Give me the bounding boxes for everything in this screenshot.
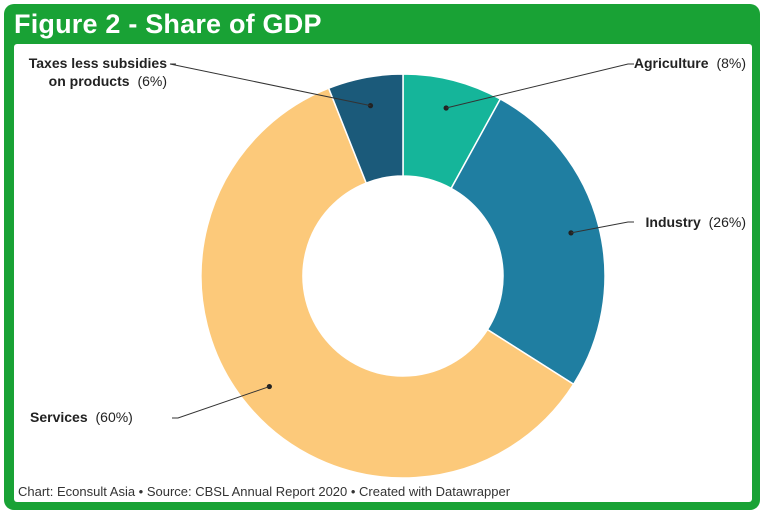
label-services: Services (60%) bbox=[30, 409, 133, 425]
label-taxes: Taxes less subsidies bbox=[29, 55, 167, 71]
leader-line-taxes bbox=[169, 63, 371, 107]
label-taxes-name-line1: Taxes less subsidies bbox=[29, 55, 167, 71]
label-services-pct: (60%) bbox=[96, 409, 133, 425]
label-taxes-pct: (6%) bbox=[137, 73, 167, 89]
label-taxes-name-line2: on products bbox=[49, 73, 130, 89]
label-agriculture: Agriculture (8%) bbox=[634, 55, 746, 71]
slice-services bbox=[200, 87, 575, 479]
label-industry-name: Industry bbox=[646, 214, 701, 230]
chart-footer: Chart: Econsult Asia • Source: CBSL Annu… bbox=[18, 484, 511, 499]
label-taxes-line2: on products (6%) bbox=[49, 73, 167, 89]
leader-line-agriculture bbox=[446, 63, 634, 109]
label-agriculture-pct: (8%) bbox=[716, 55, 746, 71]
slice-industry bbox=[450, 97, 606, 386]
leader-line-industry bbox=[570, 221, 634, 234]
leader-line-services bbox=[172, 386, 270, 419]
label-agriculture-name: Agriculture bbox=[634, 55, 709, 71]
label-industry-pct: (26%) bbox=[709, 214, 746, 230]
figure-title: Figure 2 - Share of GDP bbox=[14, 9, 322, 39]
label-services-name: Services bbox=[30, 409, 88, 425]
label-industry: Industry (26%) bbox=[646, 214, 746, 230]
